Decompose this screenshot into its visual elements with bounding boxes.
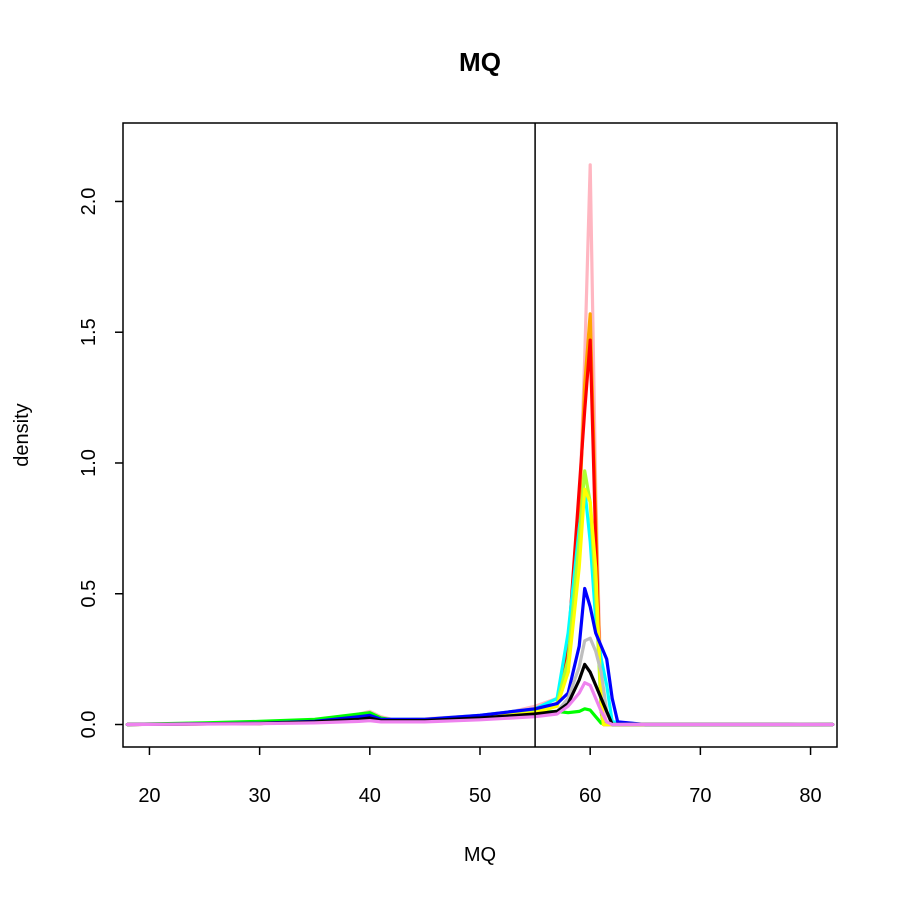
y-axis: 0.0 0.5 1.0 1.5 2.0	[78, 188, 123, 739]
y-tick-label: 1.0	[78, 449, 100, 477]
x-axis: 20 30 40 50 60 70 80	[138, 747, 822, 807]
chart-title: MQ	[459, 47, 501, 77]
series-line-11	[125, 681, 835, 727]
series-line-2	[125, 312, 835, 727]
y-tick-label: 0.5	[78, 580, 100, 608]
x-tick-label: 60	[579, 785, 601, 807]
series-line-7	[125, 487, 835, 727]
y-tick-label: 2.0	[78, 188, 100, 216]
series-line-3	[125, 338, 835, 727]
y-axis-label: density	[11, 403, 33, 466]
series-line-10	[125, 662, 835, 727]
series-layer	[125, 163, 835, 727]
x-axis-label: MQ	[464, 844, 496, 866]
series-line-9	[125, 636, 835, 727]
x-tick-label: 50	[469, 785, 491, 807]
x-tick-label: 40	[359, 785, 381, 807]
x-tick-label: 20	[138, 785, 160, 807]
plot-frame	[122, 122, 838, 748]
x-tick-label: 30	[249, 785, 271, 807]
series-line-4	[125, 487, 835, 727]
series-line-6	[125, 469, 835, 727]
series-line-8	[125, 586, 835, 727]
y-tick-label: 0.0	[78, 711, 100, 739]
x-tick-label: 70	[689, 785, 711, 807]
x-tick-label: 80	[799, 785, 821, 807]
series-line-1	[125, 163, 835, 727]
y-tick-label: 1.5	[78, 318, 100, 346]
